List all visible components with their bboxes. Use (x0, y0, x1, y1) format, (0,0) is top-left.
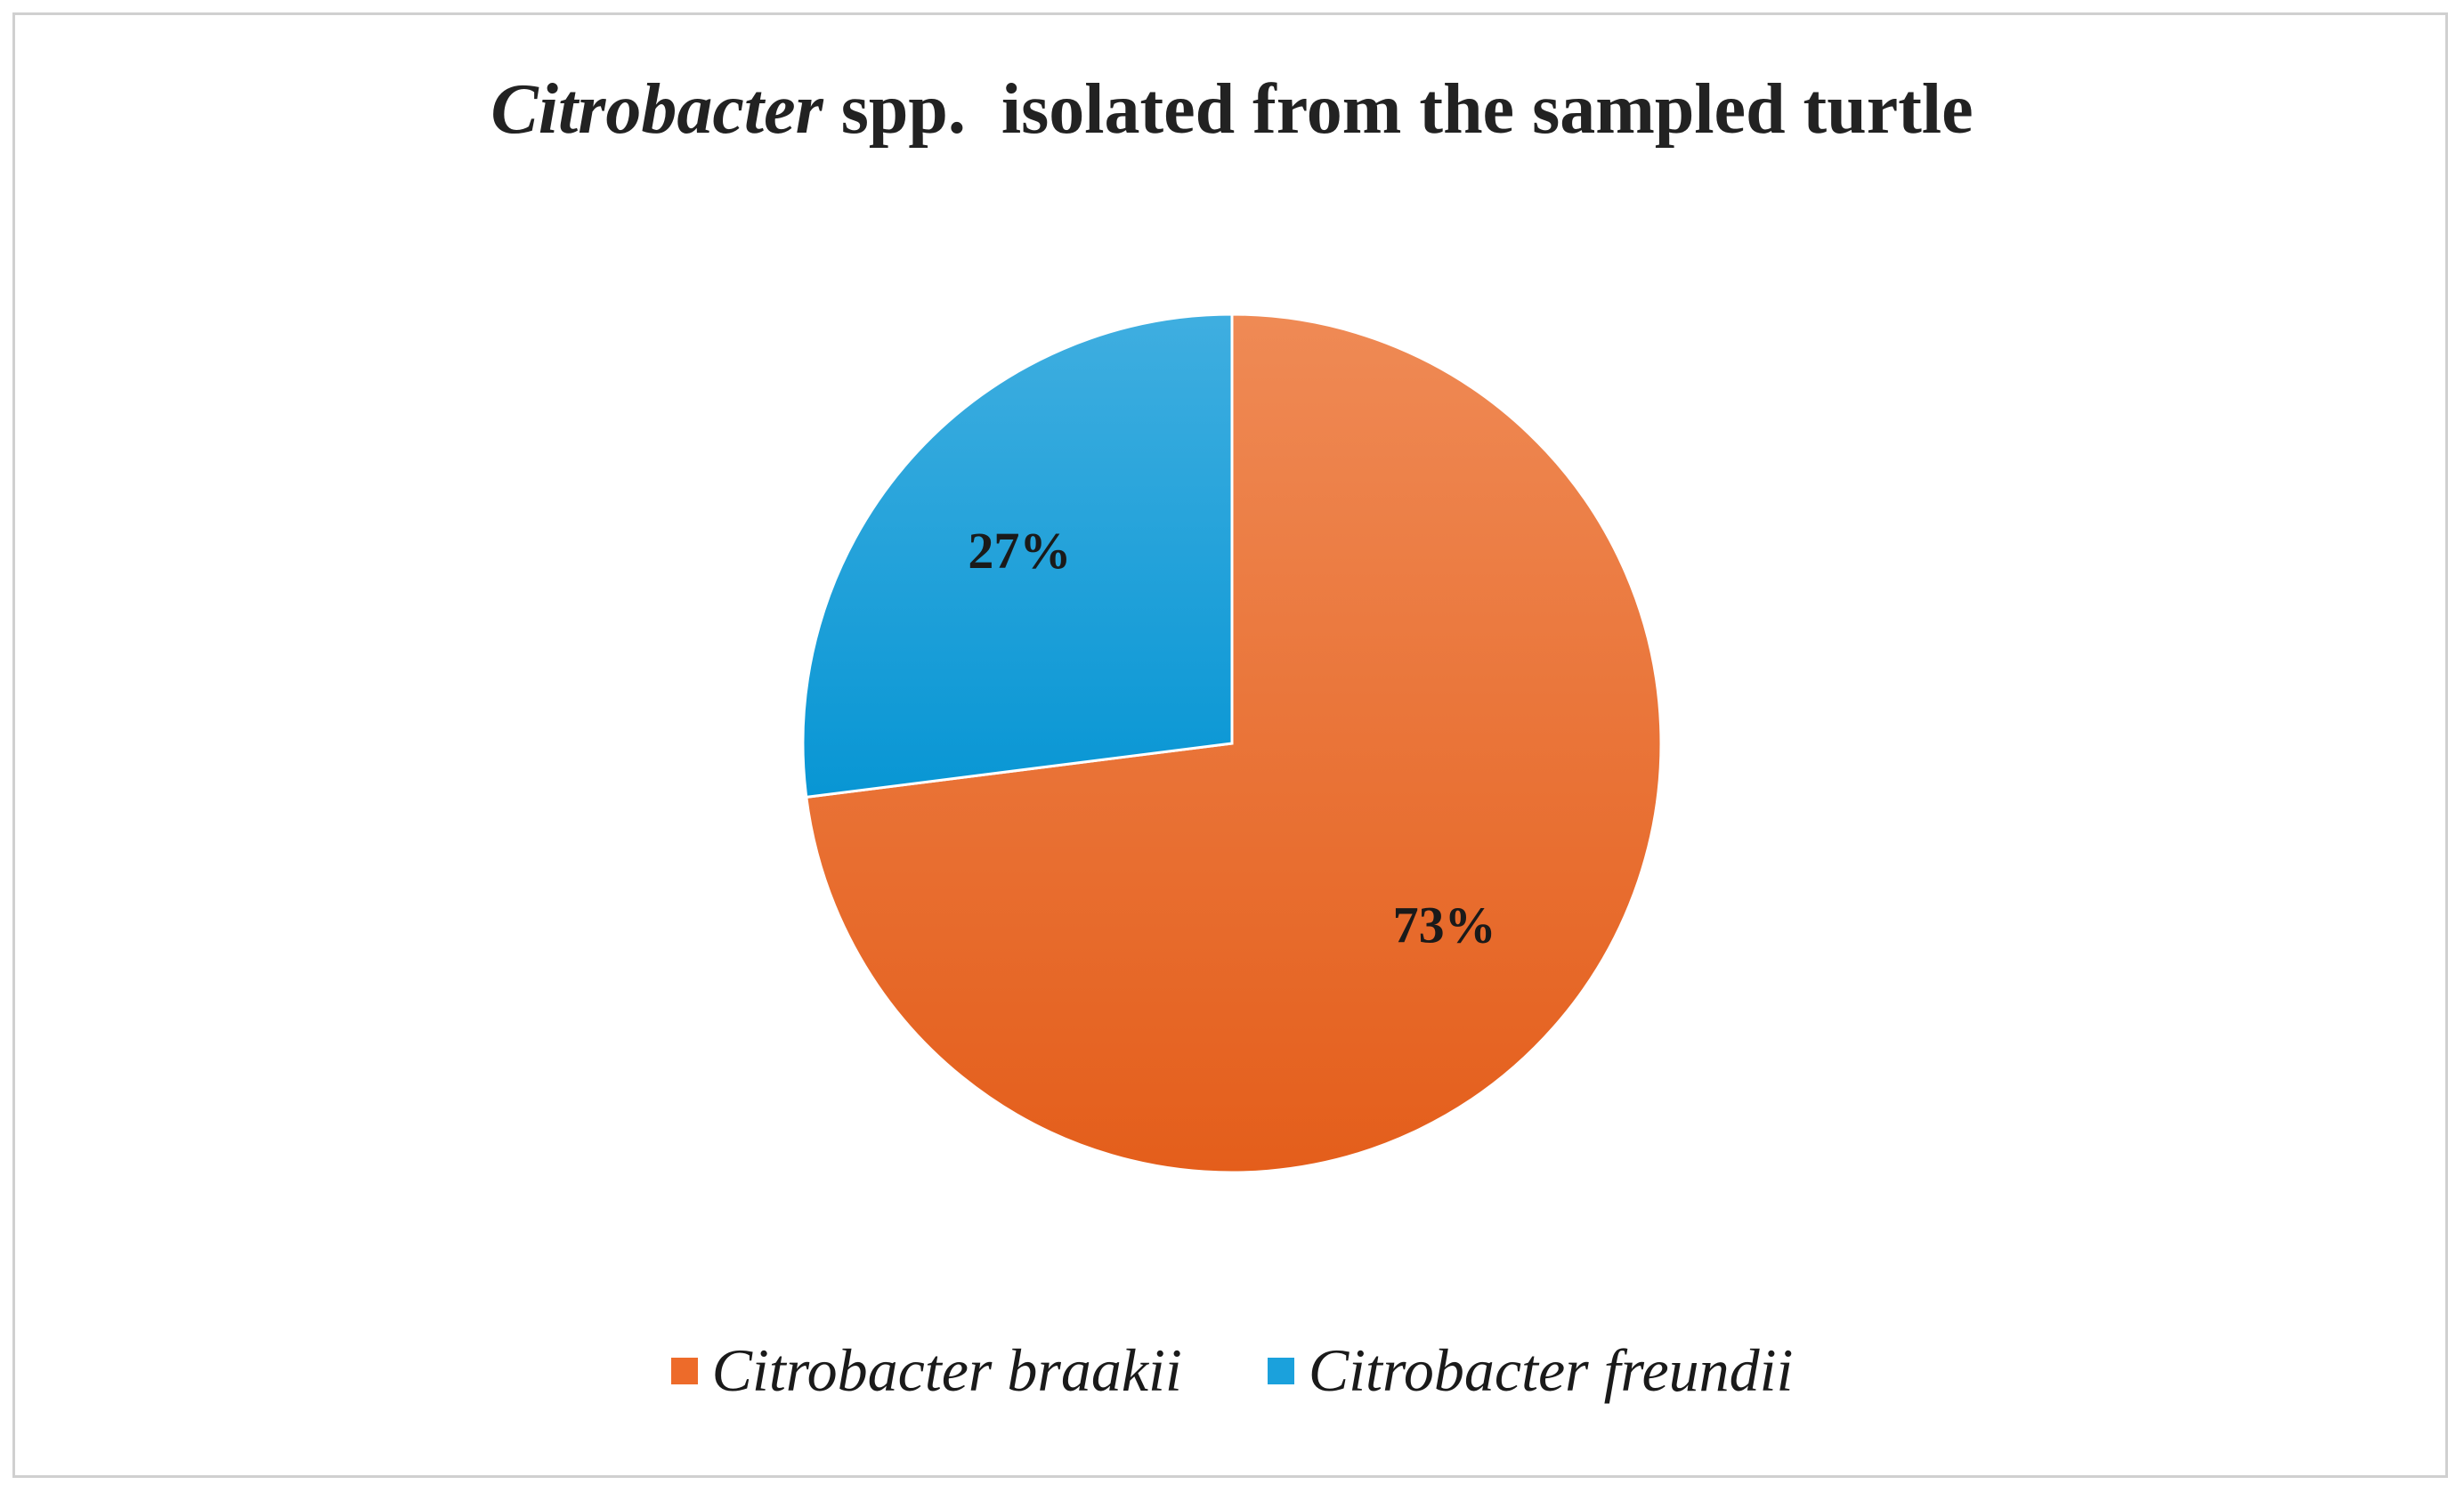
chart-title-rest: spp. isolated from the sampled turtle (823, 70, 1974, 149)
data-label-braakii: 73% (1393, 897, 1496, 954)
legend-swatch-freundii (1267, 1357, 1294, 1384)
legend-item-freundii: Citrobacter freundii (1267, 1335, 1794, 1406)
chart-title: Citrobacter spp. isolated from the sampl… (0, 69, 2464, 150)
pie-slice-braakii (805, 312, 1663, 1174)
legend-swatch-braakii (670, 1357, 698, 1384)
chart-legend: Citrobacter braakii Citrobacter freundii (0, 1335, 2464, 1406)
legend-label-braakii: Citrobacter braakii (711, 1336, 1182, 1404)
legend-label-freundii: Citrobacter freundii (1308, 1336, 1794, 1404)
pie-slice-freundii (801, 312, 1234, 799)
chart-title-genus: Citrobacter (490, 70, 823, 149)
legend-item-braakii: Citrobacter braakii (670, 1335, 1182, 1406)
data-label-freundii: 27% (968, 522, 1071, 580)
